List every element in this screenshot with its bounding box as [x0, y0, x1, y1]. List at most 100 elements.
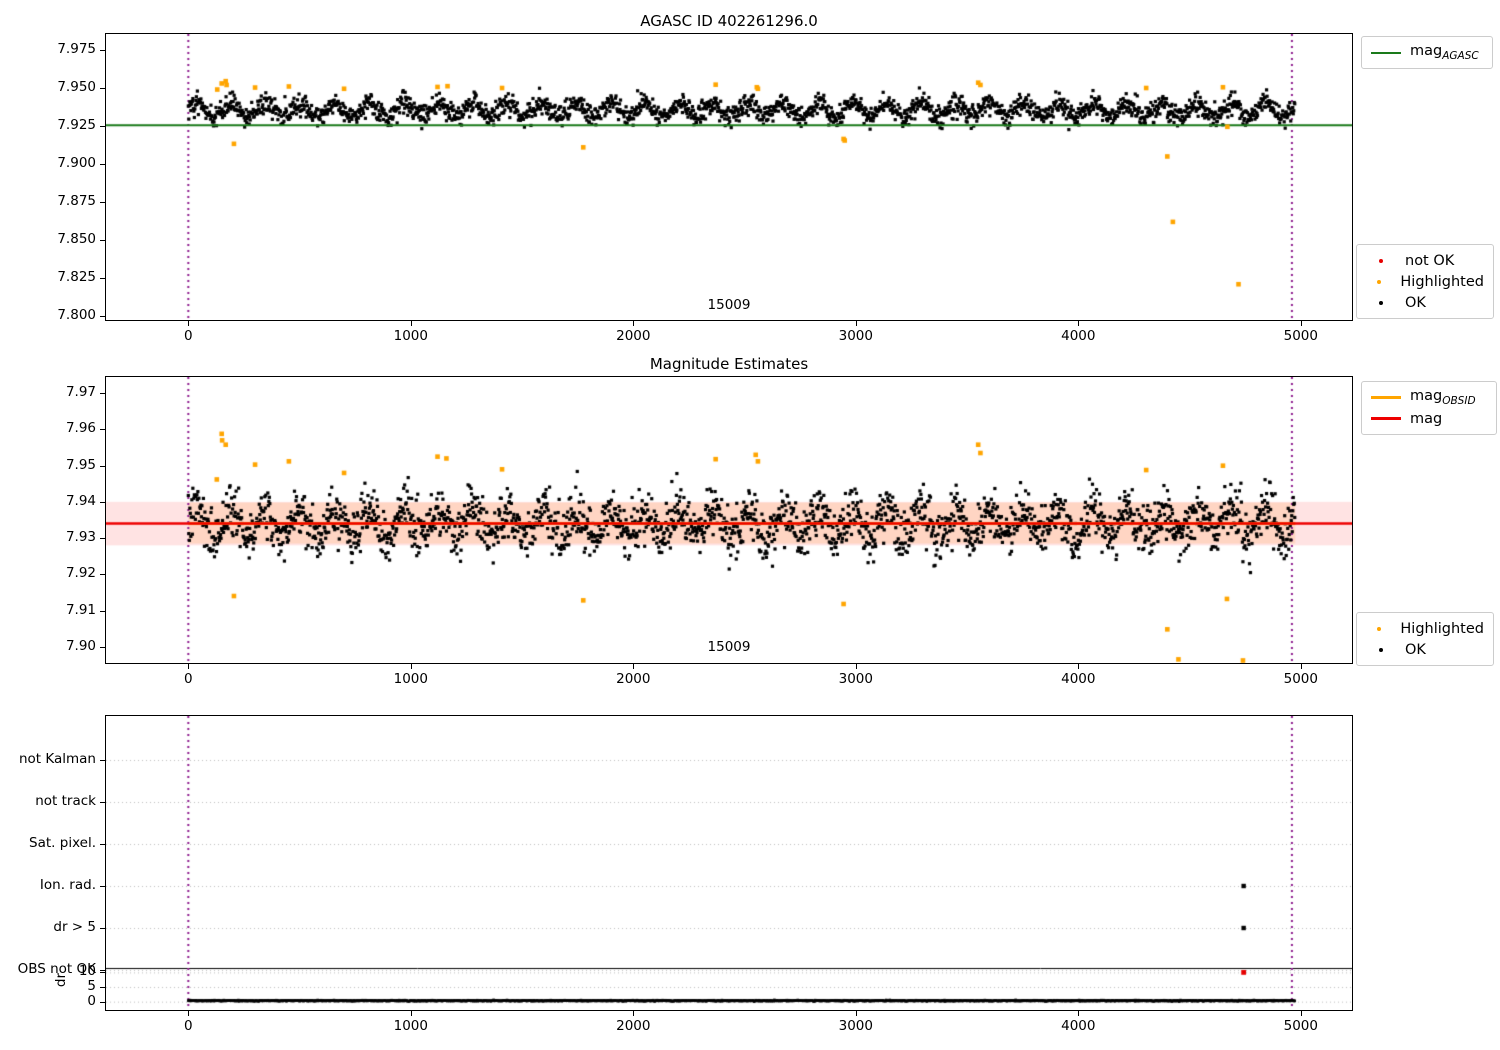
- y-tick-mark: [100, 760, 105, 761]
- x-tick-label: 4000: [1061, 1018, 1096, 1034]
- black-dot-swatch: [1366, 647, 1396, 652]
- panel-estimates-marker-legend[interactable]: Highlighted OK: [1356, 612, 1494, 666]
- y-tick-label: 7.94: [65, 492, 96, 509]
- y-tick-label: 7.800: [57, 307, 96, 324]
- y-tick-mark: [100, 538, 105, 540]
- x-tick-label: 3000: [838, 1018, 873, 1034]
- flag-row-label: OBS not OK: [17, 961, 96, 977]
- y-tick-mark: [100, 393, 105, 395]
- y-tick-mark: [100, 802, 105, 803]
- legend-item-not-ok[interactable]: not OK: [1366, 250, 1484, 271]
- x-tick-mark: [410, 1011, 412, 1016]
- legend-label-mag-obsid: magOBSID: [1410, 388, 1476, 407]
- x-tick-label: 5000: [1283, 328, 1318, 344]
- y-tick-label: 7.92: [65, 565, 96, 582]
- dr-tick-label: 5: [87, 978, 96, 995]
- y-tick-label: 7.925: [57, 117, 96, 134]
- x-tick-label: 3000: [838, 328, 873, 344]
- x-tick-label: 5000: [1283, 671, 1318, 687]
- legend-item-ok[interactable]: OK: [1366, 292, 1484, 313]
- x-tick-label: 3000: [838, 671, 873, 687]
- y-tick-label: 7.900: [57, 155, 96, 172]
- dr-axis-label: dr: [53, 972, 69, 988]
- legend-label-highlighted: Highlighted: [1400, 273, 1484, 290]
- legend-item-highlighted[interactable]: Highlighted: [1366, 271, 1484, 292]
- orange-dot-swatch: [1366, 626, 1391, 631]
- x-tick-mark: [188, 664, 190, 669]
- x-tick-label: 5000: [1283, 1018, 1318, 1034]
- y-tick-label: 7.96: [65, 420, 96, 437]
- x-tick-mark: [410, 664, 412, 669]
- legend-item-ok[interactable]: OK: [1366, 639, 1484, 660]
- x-tick-mark: [1078, 664, 1080, 669]
- x-tick-mark: [1300, 1011, 1302, 1016]
- y-tick-mark: [100, 972, 105, 974]
- legend-text-main: mag: [1410, 388, 1443, 405]
- x-tick-mark: [855, 321, 857, 326]
- legend-text-subscript: OBSID: [1442, 394, 1476, 407]
- x-tick-label: 1000: [393, 671, 428, 687]
- y-tick-mark: [100, 844, 105, 845]
- x-tick-label: 1000: [393, 1018, 428, 1034]
- x-tick-mark: [633, 664, 635, 669]
- panel-agasc-plotarea: [106, 34, 1352, 320]
- orange-line-swatch: [1371, 396, 1401, 399]
- y-tick-mark: [100, 88, 105, 89]
- legend-label-not-ok: not OK: [1405, 252, 1455, 269]
- x-tick-label: 2000: [616, 1018, 651, 1034]
- y-tick-label: 7.95: [65, 456, 96, 473]
- red-dot-swatch: [1366, 258, 1396, 263]
- x-tick-mark: [855, 1011, 857, 1016]
- figure-title: AGASC ID 402261296.0: [640, 12, 818, 30]
- x-tick-mark: [188, 321, 190, 326]
- y-tick-mark: [100, 126, 105, 128]
- y-tick-mark: [100, 202, 105, 204]
- x-tick-label: 2000: [616, 671, 651, 687]
- legend-label-mag-agasc: magAGASC: [1410, 43, 1479, 62]
- legend-item-highlighted[interactable]: Highlighted: [1366, 618, 1484, 639]
- y-tick-mark: [100, 610, 105, 612]
- y-tick-label: 7.93: [65, 529, 96, 546]
- y-tick-mark: [100, 1001, 105, 1003]
- x-tick-mark: [1300, 321, 1302, 326]
- dr-tick-label: 0: [87, 992, 96, 1009]
- y-tick-mark: [100, 316, 105, 318]
- y-tick-label: 7.91: [65, 601, 96, 618]
- x-tick-label: 0: [184, 1018, 193, 1034]
- y-tick-mark: [100, 501, 105, 503]
- panel-estimates-line-legend[interactable]: magOBSID mag: [1361, 381, 1497, 435]
- x-tick-mark: [188, 1011, 190, 1016]
- legend-label-highlighted: Highlighted: [1400, 620, 1484, 637]
- y-tick-label: 7.825: [57, 269, 96, 286]
- panel-estimates-title: Magnitude Estimates: [649, 355, 809, 373]
- y-tick-mark: [100, 240, 105, 242]
- y-tick-mark: [100, 886, 105, 887]
- flag-row-label: not Kalman: [18, 751, 96, 767]
- y-tick-label: 7.97: [65, 384, 96, 401]
- legend-text-main: mag: [1410, 43, 1443, 60]
- x-tick-mark: [633, 321, 635, 326]
- y-tick-mark: [100, 987, 105, 989]
- green-line-swatch: [1371, 51, 1401, 54]
- legend-label-ok: OK: [1405, 641, 1426, 658]
- dr-tick-label: 10: [78, 963, 96, 980]
- legend-item-mag-agasc[interactable]: magAGASC: [1371, 42, 1483, 63]
- y-tick-label: 7.975: [57, 40, 96, 57]
- legend-text-subscript: AGASC: [1442, 49, 1479, 62]
- y-tick-mark: [100, 429, 105, 431]
- panel-agasc-marker-legend[interactable]: not OK Highlighted OK: [1356, 244, 1494, 319]
- panel-agasc-line-legend[interactable]: magAGASC: [1361, 36, 1493, 69]
- x-tick-mark: [410, 321, 412, 326]
- x-tick-label: 1000: [393, 328, 428, 344]
- panel-flags-plotarea: [106, 716, 1352, 1010]
- legend-label-mag: mag: [1410, 410, 1443, 427]
- y-tick-label: 7.90: [65, 637, 96, 654]
- panel-estimates-obsid-annotation: 15009: [707, 639, 751, 655]
- y-tick-label: 7.850: [57, 231, 96, 248]
- x-tick-label: 4000: [1061, 328, 1096, 344]
- x-tick-mark: [1078, 1011, 1080, 1016]
- legend-item-mag-obsid[interactable]: magOBSID: [1371, 387, 1487, 408]
- y-tick-mark: [100, 646, 105, 648]
- legend-item-mag[interactable]: mag: [1371, 408, 1487, 429]
